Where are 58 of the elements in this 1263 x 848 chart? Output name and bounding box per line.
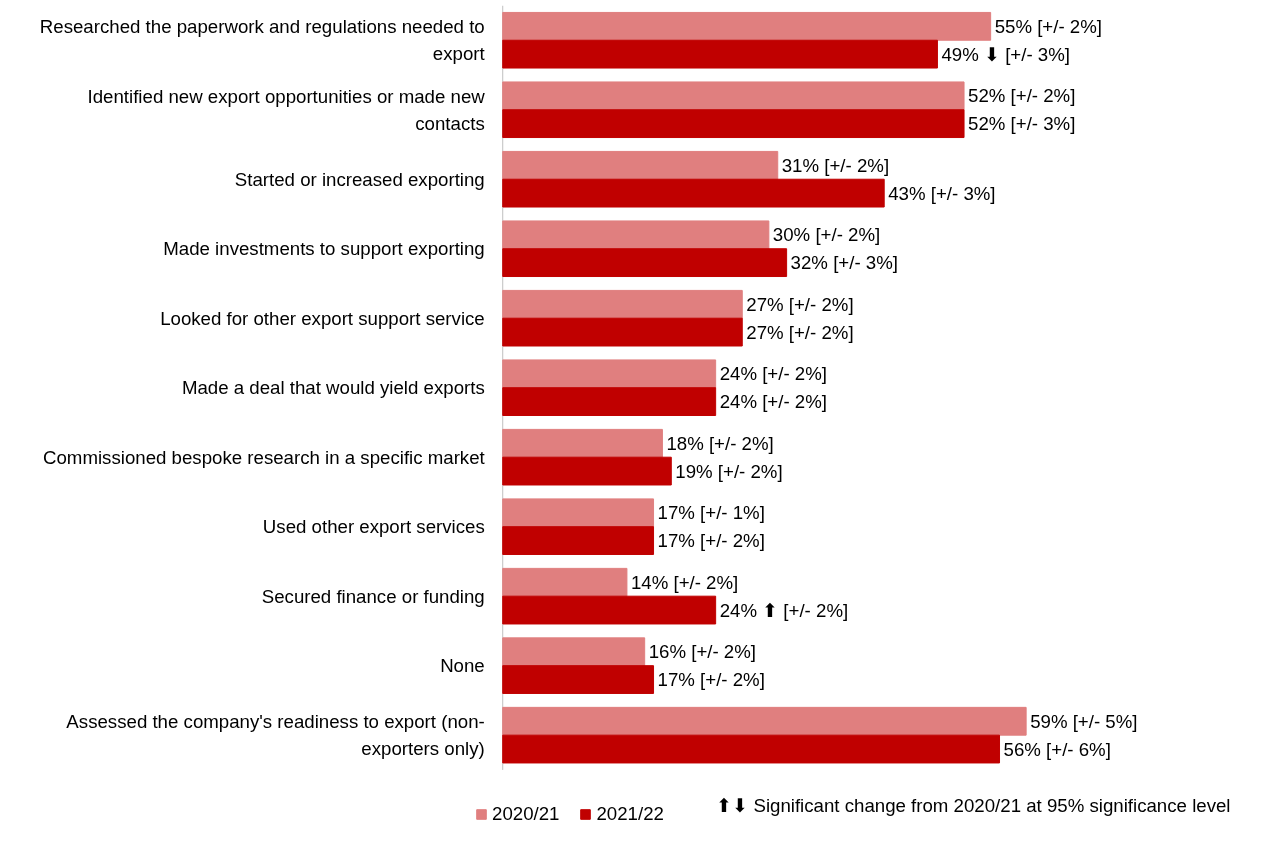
bar (502, 387, 717, 416)
data-label: 17% [+/- 2%] (657, 669, 765, 691)
bar (502, 220, 770, 250)
data-label: 27% [+/- 2%] (746, 321, 854, 343)
y-tick-label: Commissioned bespoke research in a specific market (43, 446, 486, 468)
data-label: 52% [+/- 2%] (968, 85, 1076, 107)
data-label: 17% [+/- 2%] (657, 530, 765, 552)
data-label: 56% [+/- 6%] (1003, 738, 1111, 760)
data-label: 24% [+/- 2%] (719, 391, 827, 413)
bar (502, 665, 655, 694)
y-tick-label: Looked for other export support service (160, 307, 485, 329)
bar (502, 637, 646, 667)
data-label: 24% [+/- 2%] (719, 363, 827, 385)
data-label: 19% [+/- 2%] (675, 460, 783, 482)
bar (502, 11, 992, 41)
text: ⬆⬇ Significant change from 2020/21 at 95% significance level (716, 794, 1231, 816)
y-tick-label: Started or increased exporting (234, 168, 485, 190)
data-label: 31% [+/- 2%] (781, 154, 890, 176)
data-label: 59% [+/- 5%] (1030, 710, 1138, 732)
y-tick-label: None (440, 655, 485, 677)
bar (502, 595, 717, 625)
data-label: 55% [+/- 2%] (994, 15, 1102, 37)
y-tick-label: Made investments to support exporting (163, 238, 485, 260)
y-tick-label: Identified new export opportunities or made new contacts (87, 85, 486, 134)
data-label: 49% ⬇ [+/- 3%] (941, 43, 1070, 65)
bar (502, 456, 672, 486)
y-tick-label: Researched the paperwork and regulations needed to export (39, 16, 486, 65)
y-tick-label: Assessed the company's readiness to export (non-exporters only) (66, 711, 485, 760)
data-label: 43% [+/- 3%] (888, 182, 996, 204)
bar (502, 178, 885, 208)
bar (502, 567, 628, 597)
bar (502, 248, 788, 278)
bar (502, 359, 717, 389)
legend-label: 2020/21 (492, 803, 560, 825)
bar (502, 150, 779, 180)
data-label: 24% ⬆ [+/- 2%] (719, 599, 849, 621)
data-label: 18% [+/- 2%] (666, 432, 774, 454)
bar (502, 39, 938, 69)
y-tick-label: Secured finance or funding (261, 585, 485, 607)
bar (502, 109, 965, 139)
data-label: 30% [+/- 2%] (772, 224, 881, 246)
y-tick-label: Made a deal that would yield exports (181, 377, 485, 399)
data-label: 17% [+/- 1%] (657, 502, 765, 524)
bar (502, 526, 655, 555)
data-label: 16% [+/- 2%] (648, 641, 756, 663)
bar (502, 317, 743, 347)
bar (502, 734, 1001, 764)
y-tick-label: Used other export services (262, 516, 485, 538)
data-label: 32% [+/- 3%] (790, 252, 898, 274)
data-label: 27% [+/- 2%] (746, 293, 854, 315)
legend-label: 2021/22 (596, 803, 664, 825)
bar (502, 498, 655, 528)
bar (502, 289, 743, 319)
data-label: 14% [+/- 2%] (630, 571, 739, 593)
bar (502, 706, 1027, 736)
bar (502, 428, 663, 458)
data-label: 52% [+/- 3%] (968, 113, 1076, 135)
bar (502, 81, 965, 111)
